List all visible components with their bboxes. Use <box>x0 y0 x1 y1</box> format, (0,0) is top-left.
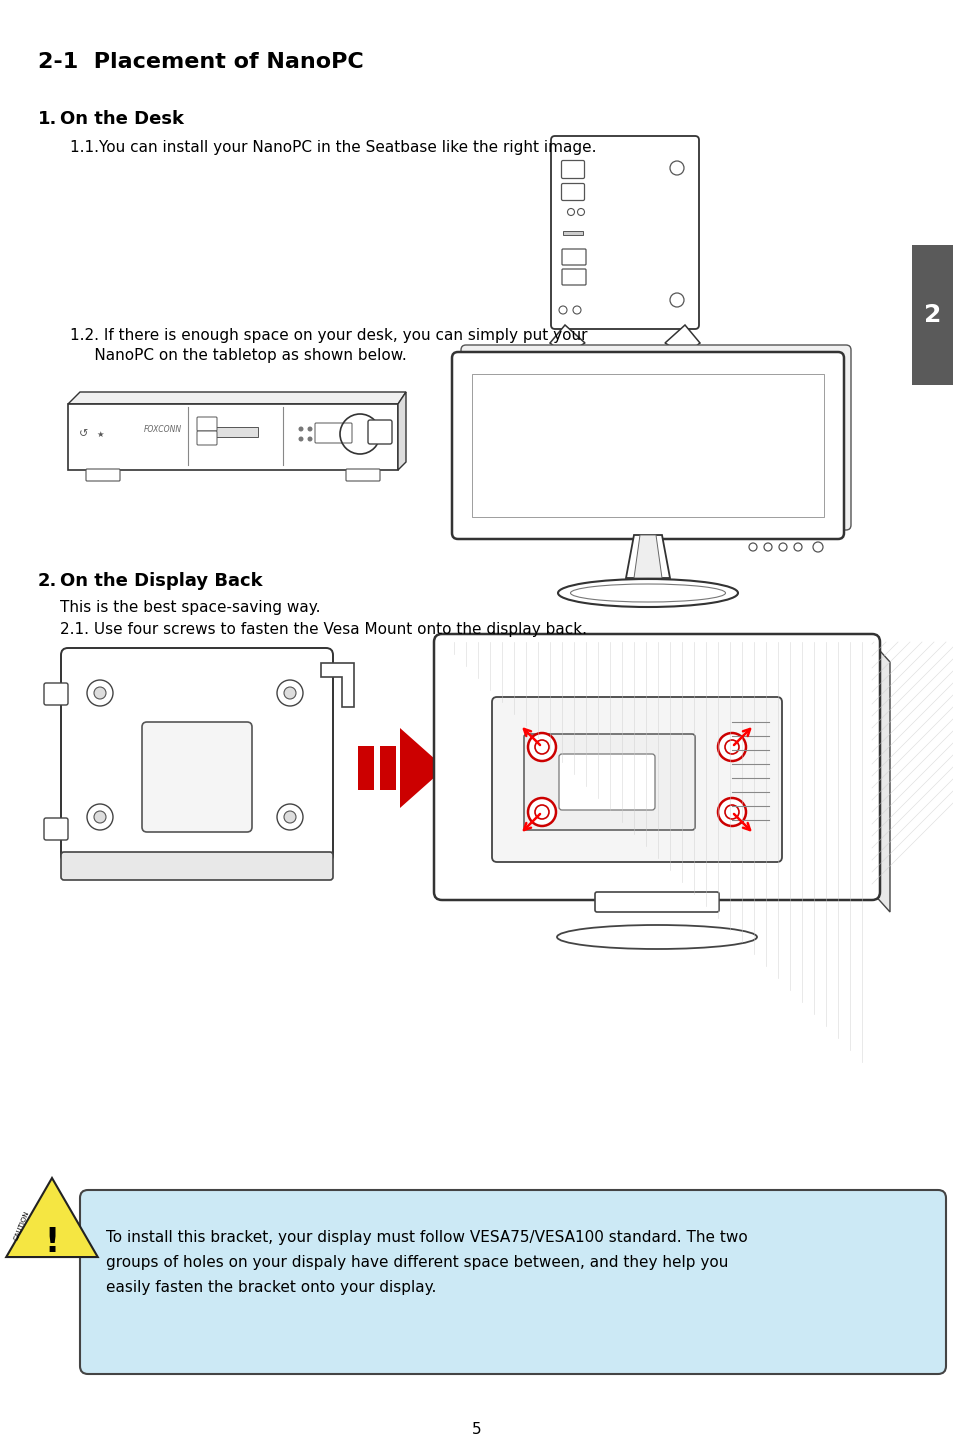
FancyBboxPatch shape <box>196 431 216 444</box>
Text: 1.1.You can install your NanoPC in the Seatbase like the right image.: 1.1.You can install your NanoPC in the S… <box>70 139 596 155</box>
FancyBboxPatch shape <box>595 892 719 912</box>
FancyBboxPatch shape <box>434 635 879 900</box>
Text: FOXCONN: FOXCONN <box>144 425 182 434</box>
Circle shape <box>527 799 556 826</box>
Circle shape <box>307 437 313 441</box>
Text: This is the best space-saving way.: This is the best space-saving way. <box>60 600 320 616</box>
Circle shape <box>577 209 584 215</box>
Circle shape <box>527 733 556 761</box>
Polygon shape <box>7 1178 97 1257</box>
FancyBboxPatch shape <box>558 754 655 810</box>
Text: NanoPC on the tabletop as shown below.: NanoPC on the tabletop as shown below. <box>70 348 406 363</box>
Ellipse shape <box>557 925 757 950</box>
Circle shape <box>535 804 548 819</box>
Polygon shape <box>625 534 669 578</box>
Circle shape <box>724 804 739 819</box>
Circle shape <box>567 209 574 215</box>
Circle shape <box>284 812 295 823</box>
FancyBboxPatch shape <box>379 746 395 790</box>
Circle shape <box>535 741 548 754</box>
Ellipse shape <box>534 351 716 369</box>
FancyBboxPatch shape <box>911 245 953 385</box>
Polygon shape <box>871 642 889 912</box>
FancyBboxPatch shape <box>472 375 823 517</box>
Circle shape <box>724 741 739 754</box>
Polygon shape <box>664 325 700 354</box>
Text: groups of holes on your dispaly have different space between, and they help you: groups of holes on your dispaly have dif… <box>106 1255 727 1270</box>
Text: To install this bracket, your display must follow VESA75/VESA100 standard. The t: To install this bracket, your display mu… <box>106 1230 747 1244</box>
Circle shape <box>718 799 745 826</box>
Text: ★: ★ <box>96 430 104 439</box>
FancyBboxPatch shape <box>492 697 781 862</box>
Circle shape <box>298 437 303 441</box>
FancyBboxPatch shape <box>44 817 68 841</box>
FancyBboxPatch shape <box>561 183 584 200</box>
Polygon shape <box>320 664 354 707</box>
Text: 2-1  Placement of NanoPC: 2-1 Placement of NanoPC <box>38 52 363 73</box>
FancyBboxPatch shape <box>561 269 585 285</box>
Text: 1.2. If there is enough space on your desk, you can simply put your: 1.2. If there is enough space on your de… <box>70 328 587 343</box>
Text: !: ! <box>45 1225 59 1259</box>
Circle shape <box>307 427 313 431</box>
Text: 1.: 1. <box>38 110 57 128</box>
FancyBboxPatch shape <box>346 469 379 481</box>
Ellipse shape <box>524 346 724 375</box>
FancyBboxPatch shape <box>460 346 850 530</box>
FancyBboxPatch shape <box>523 735 695 831</box>
FancyBboxPatch shape <box>357 746 374 790</box>
FancyBboxPatch shape <box>562 231 582 235</box>
Text: easily fasten the bracket onto your display.: easily fasten the bracket onto your disp… <box>106 1281 436 1295</box>
Polygon shape <box>399 727 444 807</box>
FancyBboxPatch shape <box>196 417 216 431</box>
FancyBboxPatch shape <box>142 722 252 832</box>
Text: CAUTION: CAUTION <box>13 1211 30 1241</box>
FancyBboxPatch shape <box>86 469 120 481</box>
Text: On the Desk: On the Desk <box>60 110 184 128</box>
Circle shape <box>298 427 303 431</box>
Circle shape <box>94 687 106 698</box>
Polygon shape <box>397 392 406 470</box>
Polygon shape <box>634 534 661 578</box>
FancyBboxPatch shape <box>68 404 397 470</box>
Text: 2.1. Use four screws to fasten the Vesa Mount onto the display back.: 2.1. Use four screws to fasten the Vesa … <box>60 621 586 637</box>
FancyBboxPatch shape <box>561 248 585 266</box>
FancyBboxPatch shape <box>551 136 699 330</box>
FancyBboxPatch shape <box>198 427 257 437</box>
FancyBboxPatch shape <box>61 852 333 880</box>
Text: 2: 2 <box>923 303 941 327</box>
Polygon shape <box>550 325 584 354</box>
Circle shape <box>94 812 106 823</box>
Text: 2.: 2. <box>38 572 57 590</box>
Circle shape <box>718 733 745 761</box>
Polygon shape <box>68 392 406 404</box>
Text: 5: 5 <box>472 1422 481 1437</box>
FancyBboxPatch shape <box>452 351 843 539</box>
FancyBboxPatch shape <box>44 682 68 706</box>
Ellipse shape <box>570 584 724 603</box>
FancyBboxPatch shape <box>314 423 352 443</box>
FancyBboxPatch shape <box>80 1191 945 1374</box>
Text: ↺: ↺ <box>79 428 89 439</box>
Ellipse shape <box>558 579 738 607</box>
FancyBboxPatch shape <box>561 161 584 179</box>
FancyBboxPatch shape <box>61 648 333 862</box>
Text: On the Display Back: On the Display Back <box>60 572 262 590</box>
Circle shape <box>284 687 295 698</box>
FancyBboxPatch shape <box>368 420 392 444</box>
